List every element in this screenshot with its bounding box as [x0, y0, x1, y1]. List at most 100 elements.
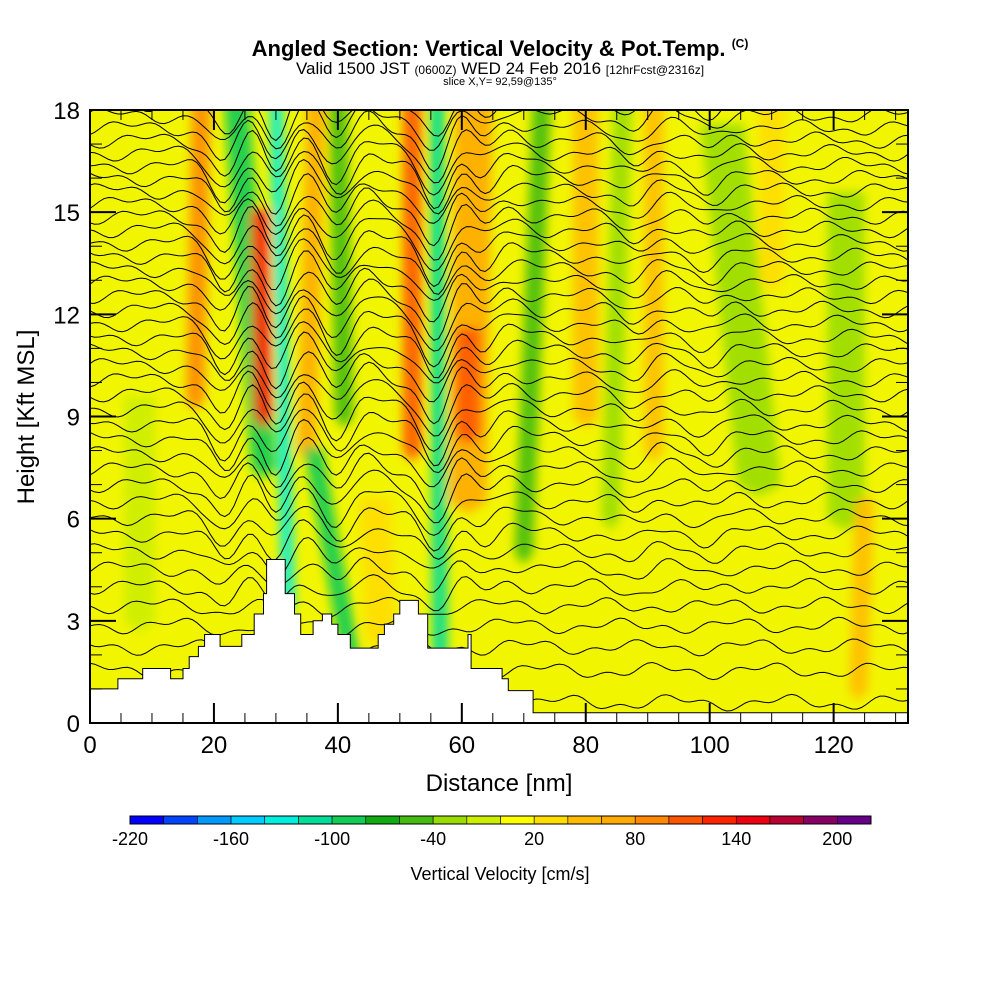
- velocity-feature: [328, 110, 354, 429]
- valid-time: Valid 1500 JST: [295, 59, 410, 78]
- x-tick-label: 80: [572, 732, 599, 759]
- contour-line: [90, 331, 908, 390]
- velocity-feature: [644, 110, 664, 463]
- contour-line: [90, 124, 908, 184]
- colorbar-swatch: [129, 815, 164, 825]
- y-tick-label: 9: [67, 405, 80, 432]
- colorbar-swatch: [399, 815, 434, 825]
- title-unit: (C): [731, 36, 749, 51]
- colorbar-swatch: [803, 815, 838, 825]
- plot-area: [90, 110, 908, 723]
- contour-line: [90, 214, 908, 272]
- contour-line: [90, 616, 908, 638]
- y-axis-label: Height [Kft MSL]: [13, 330, 40, 505]
- contour-line: [90, 173, 908, 227]
- velocity-feature: [849, 498, 874, 701]
- contour-line: [90, 228, 908, 288]
- forecast-info: [12hrFcst@2316z]: [605, 63, 705, 77]
- velocity-feature: [514, 110, 551, 565]
- y-tick-label: 18: [53, 98, 80, 125]
- colorbar-swatch: [197, 815, 232, 825]
- colorbar-swatch: [163, 815, 198, 825]
- velocity-feature: [186, 110, 211, 412]
- colorbar-tick-label: 200: [822, 829, 852, 849]
- colorbar-tick-label: -160: [213, 829, 249, 849]
- colorbar-swatch: [634, 815, 670, 825]
- x-tick-label: 60: [448, 732, 475, 759]
- contour-line: [90, 250, 908, 307]
- contour-line: [90, 519, 908, 560]
- valid-date: WED 24 Feb 2016: [461, 59, 602, 78]
- colorbar-swatch: [365, 815, 400, 825]
- y-tick-label: 3: [67, 609, 80, 636]
- colorbar-swatch: [432, 815, 468, 825]
- colorbar-swatch: [601, 815, 636, 825]
- contour-line: [90, 308, 908, 368]
- contour-line: [90, 574, 908, 612]
- y-tick-label: 12: [53, 302, 80, 329]
- contour-line: [90, 199, 908, 261]
- colorbar-tick-label: 80: [625, 829, 645, 849]
- contour-line: [90, 137, 908, 196]
- velocity-feature: [573, 110, 599, 429]
- axes: 0 20 40 60 80 100 120 0 3 6 9 12 15 18: [53, 98, 908, 759]
- contour-line: [90, 452, 908, 510]
- contour-line: [90, 436, 908, 489]
- colorbar-swatch: [264, 815, 299, 825]
- colorbar-swatch: [735, 815, 771, 825]
- colorbar-swatch: [466, 815, 501, 825]
- contour-line: [90, 159, 908, 215]
- y-tick-label: 15: [53, 200, 80, 227]
- contour-line: [90, 379, 908, 437]
- valid-utc: (0600Z): [414, 63, 457, 77]
- x-tick-label: 40: [325, 732, 352, 759]
- x-axis-label: Distance [nm]: [426, 770, 573, 797]
- contour-line: [90, 110, 908, 173]
- colorbar-tick-label: -100: [314, 829, 350, 849]
- contour-line: [90, 361, 908, 425]
- contour-line: [90, 505, 908, 552]
- contour-line: [90, 150, 908, 210]
- potential-temperature-contours: [90, 110, 908, 712]
- colorbar-swatch: [668, 815, 703, 825]
- colorbar-frame: [129, 815, 872, 825]
- colorbar-swatch: [500, 815, 535, 825]
- colorbar-swatch: [298, 815, 333, 825]
- contour-line: [90, 321, 908, 379]
- contour-line: [90, 393, 908, 452]
- title-text: Angled Section: Vertical Velocity & Pot.…: [251, 36, 726, 61]
- contour-line: [90, 278, 908, 341]
- colorbar-swatch: [567, 815, 602, 825]
- y-tick-label: 6: [67, 507, 80, 534]
- colorbar-tick-label: -220: [112, 829, 148, 849]
- contour-line: [90, 536, 908, 577]
- contour-line: [90, 408, 908, 467]
- contour-line: [90, 295, 908, 352]
- y-tick-label: 0: [67, 711, 80, 738]
- contour-line: [90, 351, 908, 403]
- contour-line: [141, 110, 723, 142]
- velocity-feature: [251, 209, 273, 429]
- contour-line: [90, 469, 908, 524]
- velocity-feature: [759, 110, 785, 293]
- velocity-feature: [827, 192, 865, 531]
- colorbar-tick-label: 20: [524, 829, 544, 849]
- colorbar-tick-label: 140: [721, 829, 751, 849]
- colorbar-swatch: [769, 815, 804, 825]
- contour-line: [90, 238, 908, 295]
- colorbar-swatch: [837, 815, 872, 825]
- x-tick-label: 0: [83, 732, 96, 759]
- colorbar-swatch: [702, 815, 737, 825]
- colorbar: -220 -160 -100 -40 20 80 140 200: [112, 815, 872, 849]
- x-tick-label: 120: [814, 732, 854, 759]
- velocity-feature: [429, 110, 448, 667]
- contour-line: [90, 487, 908, 536]
- velocity-feature: [359, 498, 397, 650]
- chart-title: Angled Section: Vertical Velocity & Pot.…: [0, 36, 1000, 62]
- contour-line: [90, 187, 908, 247]
- colorbar-swatch: [331, 815, 367, 825]
- contour-line: [90, 418, 908, 476]
- contour-line: [90, 596, 908, 618]
- colorbar-tick-label: -40: [420, 829, 446, 849]
